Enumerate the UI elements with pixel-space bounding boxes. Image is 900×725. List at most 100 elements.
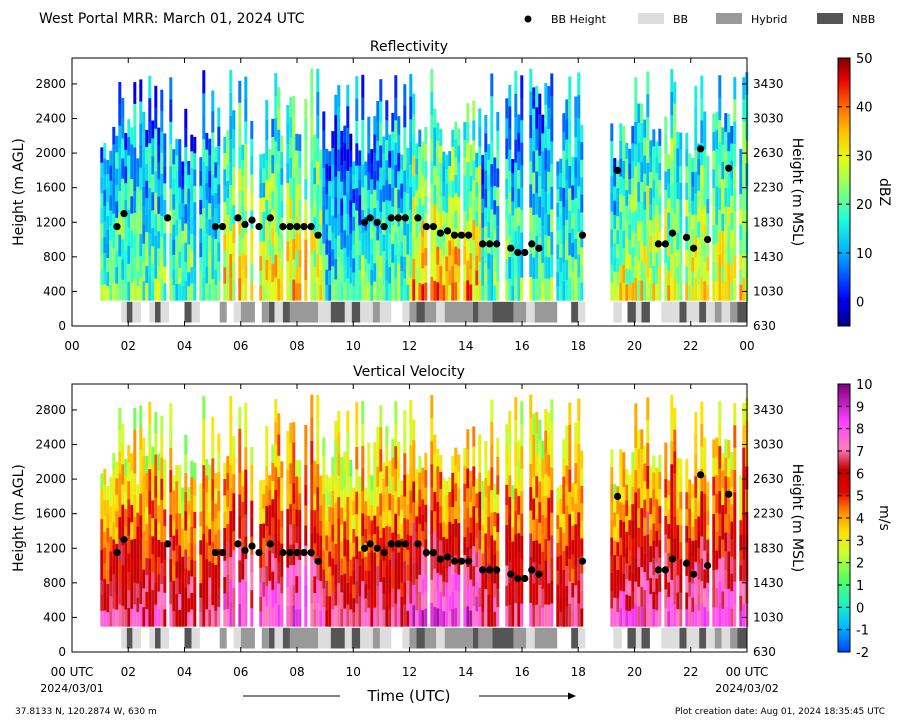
field-cell xyxy=(328,521,332,538)
field-cell xyxy=(109,596,113,612)
field-cell xyxy=(403,256,407,280)
field-cell xyxy=(241,206,245,223)
field-cell xyxy=(670,579,674,604)
field-cell xyxy=(223,593,227,611)
field-cell xyxy=(127,209,131,229)
field-cell xyxy=(412,217,416,239)
bb-type-segment xyxy=(679,301,687,323)
field-cell xyxy=(199,257,203,273)
field-cell xyxy=(664,534,668,554)
field-cell xyxy=(565,606,569,627)
field-cell xyxy=(214,595,218,612)
field-cell xyxy=(616,584,620,599)
field-cell xyxy=(364,272,368,287)
field-cell xyxy=(676,575,680,593)
colorbar-tick-label: 0 xyxy=(856,296,864,311)
field-cell xyxy=(238,234,242,257)
bb-type-segment xyxy=(290,301,319,323)
field-cell xyxy=(613,257,617,273)
field-cell xyxy=(397,478,401,498)
field-cell xyxy=(733,514,737,538)
field-cell xyxy=(424,196,428,215)
field-cell xyxy=(487,159,491,176)
bb-height-point xyxy=(314,231,322,239)
field-cell xyxy=(451,180,455,199)
field-cell xyxy=(187,230,191,245)
field-cell xyxy=(454,590,458,609)
field-cell xyxy=(142,281,146,301)
field-cell xyxy=(505,239,509,261)
field-cell xyxy=(565,505,569,527)
field-cell xyxy=(706,155,710,171)
field-cell xyxy=(721,265,725,284)
field-cell xyxy=(340,473,344,492)
field-cell xyxy=(310,394,314,419)
field-cell xyxy=(313,283,317,301)
field-cell xyxy=(457,608,461,627)
field-cell xyxy=(694,433,698,456)
field-cell xyxy=(244,277,248,301)
field-cell xyxy=(508,106,512,129)
field-cell xyxy=(241,470,245,487)
field-cell xyxy=(346,170,350,193)
field-cell xyxy=(673,147,677,170)
field-cell xyxy=(694,497,698,520)
field-cell xyxy=(127,173,131,193)
bb-type-segment xyxy=(372,301,380,323)
field-cell xyxy=(670,69,674,93)
field-cell xyxy=(406,163,410,179)
field-cell xyxy=(616,202,620,217)
field-cell xyxy=(286,163,290,184)
field-cell xyxy=(205,183,209,201)
field-cell xyxy=(262,596,266,612)
field-cell xyxy=(127,535,131,555)
field-cell xyxy=(637,103,641,124)
field-cell xyxy=(229,395,233,420)
field-cell xyxy=(517,514,521,534)
velocity-bb-type-bar xyxy=(121,627,747,649)
field-cell xyxy=(679,458,683,476)
field-cell xyxy=(157,505,161,524)
field-cell xyxy=(727,113,731,134)
field-cell xyxy=(208,529,212,546)
field-cell xyxy=(640,260,644,281)
field-cell xyxy=(634,233,638,257)
field-cell xyxy=(304,139,308,160)
field-cell xyxy=(520,97,524,121)
field-cell xyxy=(124,283,128,301)
field-cell xyxy=(250,500,254,520)
field-cell xyxy=(466,468,470,489)
field-cell xyxy=(217,606,221,627)
field-cell xyxy=(259,596,263,613)
field-cell xyxy=(577,95,581,119)
field-cell xyxy=(514,139,518,164)
field-cell xyxy=(358,270,362,286)
field-cell xyxy=(475,596,479,612)
bb-type-segment xyxy=(351,301,361,323)
field-cell xyxy=(184,434,188,455)
field-cell xyxy=(250,590,254,609)
field-cell xyxy=(115,283,119,301)
field-cell xyxy=(352,161,356,176)
field-cell xyxy=(532,604,536,627)
field-cell xyxy=(376,280,380,301)
field-cell xyxy=(346,604,350,627)
field-cell xyxy=(121,585,125,607)
field-cell xyxy=(724,532,728,552)
field-cell xyxy=(217,587,221,608)
field-cell xyxy=(574,483,578,505)
field-cell xyxy=(337,518,341,541)
field-cell xyxy=(487,594,491,612)
field-cell xyxy=(199,242,203,258)
field-cell xyxy=(436,555,440,574)
field-cell xyxy=(631,486,635,505)
field-cell xyxy=(577,140,581,165)
field-cell xyxy=(322,168,326,188)
field-cell xyxy=(277,583,281,606)
field-cell xyxy=(658,128,662,147)
field-cell xyxy=(649,530,653,547)
field-cell xyxy=(349,183,353,201)
field-cell xyxy=(670,556,674,581)
field-cell xyxy=(517,114,521,134)
